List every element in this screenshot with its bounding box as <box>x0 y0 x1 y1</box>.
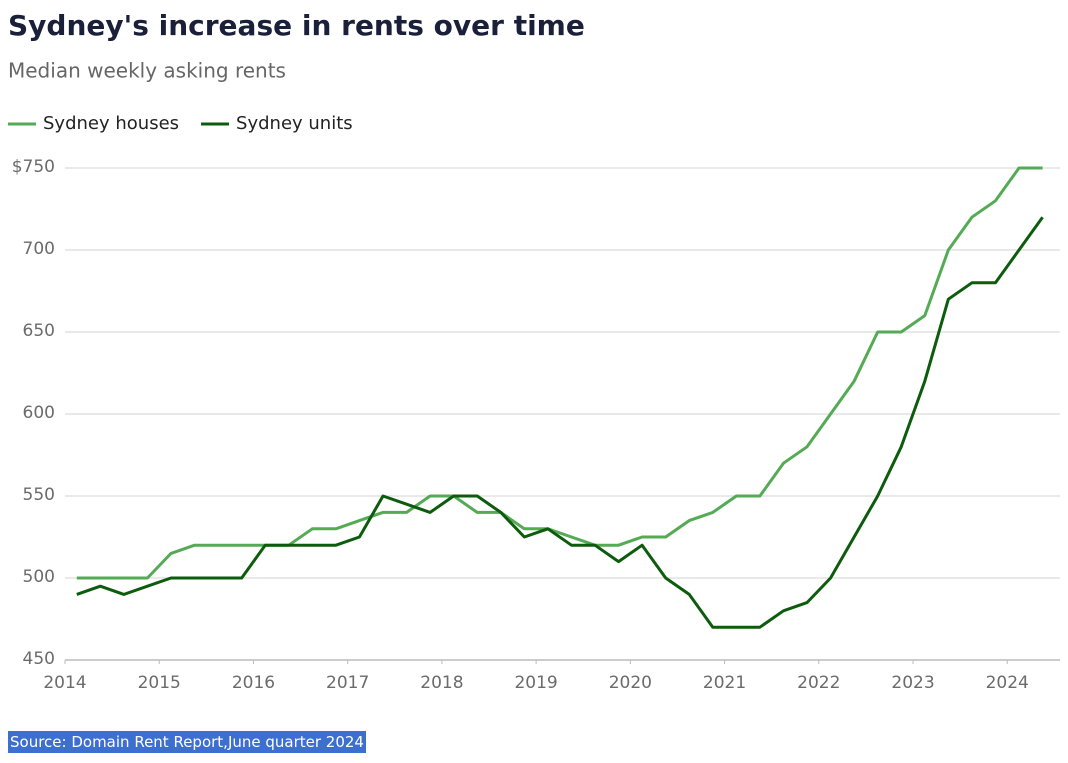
x-tick-label: 2021 <box>703 673 746 693</box>
x-tick-label: 2017 <box>326 673 369 693</box>
chart-subtitle: Median weekly asking rents <box>8 59 286 83</box>
x-tick-label: 2016 <box>232 673 275 693</box>
chart: Sydney's increase in rents over time Med… <box>8 9 1060 693</box>
x-tick-label: 2019 <box>514 673 557 693</box>
x-tick-label: 2020 <box>609 673 652 693</box>
x-tick-label: 2014 <box>43 673 86 693</box>
x-tick-label: 2023 <box>891 673 934 693</box>
x-tick-label: 2024 <box>986 673 1029 693</box>
y-tick-label: 700 <box>23 239 55 259</box>
y-tick-label: 600 <box>23 403 55 423</box>
legend-label: Sydney units <box>236 113 353 134</box>
y-tick-label: 450 <box>23 649 55 669</box>
y-tick-label: 550 <box>23 485 55 505</box>
chart-title: Sydney's increase in rents over time <box>8 9 585 42</box>
x-tick-label: 2018 <box>420 673 463 693</box>
x-tick-label: 2015 <box>138 673 181 693</box>
series-line <box>76 166 1043 580</box>
y-tick-label: 500 <box>23 567 55 587</box>
x-tick-label: 2022 <box>797 673 840 693</box>
legend-label: Sydney houses <box>43 113 179 134</box>
y-tick-label: 650 <box>23 321 55 341</box>
y-tick-label: $750 <box>12 157 55 177</box>
legend: Sydney houses Sydney units <box>8 113 353 134</box>
series-line <box>76 216 1044 629</box>
source-note: Source: Domain Rent Report,June quarter … <box>8 731 366 753</box>
